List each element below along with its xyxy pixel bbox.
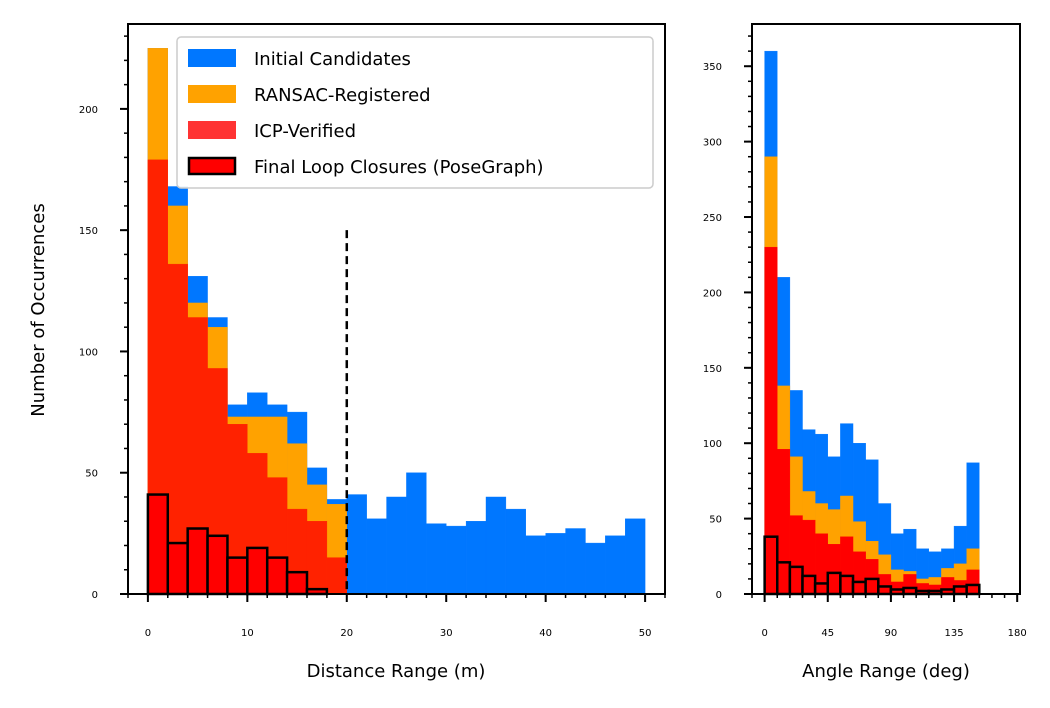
distance-x-tick-label: 0	[145, 628, 151, 639]
legend-frame	[176, 36, 654, 189]
distance-bar-final-loop-closures-posegraph-3	[206, 534, 229, 596]
angle-x-tick-label: 90	[885, 628, 898, 639]
angle-y-tick-label: 100	[703, 439, 722, 450]
distance-x-tick-label: 20	[340, 628, 353, 639]
distance-histogram: 0 10 20 30 40 50 0 50 100 150 200	[79, 23, 666, 639]
legend-swatch-icp	[188, 121, 236, 139]
distance-bar-initial-candidates-12	[386, 496, 407, 595]
distance-y-tick-label: 100	[79, 347, 98, 358]
distance-bar-initial-candidates-15	[446, 525, 467, 595]
angle-y-tick-label: 0	[716, 590, 722, 601]
angle-x-tick-label: 135	[945, 628, 964, 639]
angle-bar-final-loop-closures-posegraph-16	[965, 583, 981, 596]
distance-axes-frame	[127, 23, 666, 595]
distance-bar-initial-candidates-11	[366, 518, 387, 595]
legend-label-final: Final Loop Closures (PoseGraph)	[254, 157, 544, 178]
angle-y-tick-label: 50	[709, 515, 722, 526]
distance-bar-initial-candidates-10	[346, 494, 367, 595]
legend-label-ransac: RANSAC-Registered	[254, 85, 431, 106]
angle-y-tick-label: 150	[703, 364, 722, 375]
distance-y-tick-label: 200	[79, 105, 98, 116]
distance-bar-initial-candidates-23	[605, 535, 626, 595]
angle-y-tick-label: 200	[703, 288, 722, 299]
angle-histogram: 0 45 90 135 180 0 50 100 150 200 250 300 350	[703, 23, 1027, 639]
distance-x-tick-label: 10	[241, 628, 254, 639]
angle-bar-final-loop-closures-posegraph-2	[788, 565, 804, 596]
distance-bar-initial-candidates-19	[525, 535, 546, 595]
distance-bar-initial-candidates-16	[465, 521, 487, 595]
distance-bar-initial-candidates-21	[565, 528, 586, 595]
distance-x-tick-label: 50	[639, 628, 652, 639]
angle-bar-final-loop-closures-posegraph-0	[763, 535, 779, 596]
angle-x-tick-label: 0	[761, 628, 767, 639]
angle-bar-final-loop-closures-posegraph-7	[851, 580, 867, 596]
distance-bar-final-loop-closures-posegraph-0	[146, 493, 170, 596]
angle-bar-final-loop-closures-posegraph-15	[952, 585, 968, 596]
distance-x-axis-label: Distance Range (m)	[307, 661, 486, 682]
angle-x-tick-label: 180	[1008, 628, 1027, 639]
angle-bar-final-loop-closures-posegraph-5	[826, 571, 842, 596]
legend-label-icp: ICP-Verified	[254, 121, 356, 142]
distance-bar-initial-candidates-17	[485, 496, 507, 595]
angle-y-tick-label: 350	[703, 62, 722, 73]
angle-axes-frame	[751, 23, 1021, 595]
legend-label-initial: Initial Candidates	[254, 49, 411, 70]
distance-bar-initial-candidates-24	[625, 518, 646, 595]
distance-bar-final-loop-closures-posegraph-6	[265, 556, 289, 596]
legend: Initial Candidates RANSAC-Registered ICP…	[176, 36, 654, 189]
distance-bar-final-loop-closures-posegraph-1	[166, 541, 189, 596]
distance-y-tick-label: 0	[92, 590, 98, 601]
distance-bar-initial-candidates-18	[505, 508, 526, 595]
distance-bar-initial-candidates-13	[406, 472, 427, 595]
distance-bar-initial-candidates-20	[545, 533, 566, 595]
legend-swatch-ransac	[188, 85, 236, 103]
angle-bar-final-loop-closures-posegraph-4	[813, 582, 830, 596]
angle-bar-final-loop-closures-posegraph-8	[864, 577, 880, 596]
distance-bar-final-loop-closures-posegraph-2	[186, 527, 209, 596]
angle-y-tick-label: 300	[703, 138, 722, 149]
angle-x-axis-label: Angle Range (deg)	[802, 661, 970, 682]
angle-bar-final-loop-closures-posegraph-1	[776, 561, 792, 596]
distance-y-tick-label: 50	[85, 469, 98, 480]
distance-bar-final-loop-closures-posegraph-7	[285, 570, 309, 596]
distance-y-tick-label: 150	[79, 226, 98, 237]
distance-bar-final-loop-closures-posegraph-5	[246, 546, 269, 596]
distance-bar-final-loop-closures-posegraph-4	[226, 556, 249, 596]
distance-bar-initial-candidates-22	[585, 542, 606, 595]
legend-swatch-initial	[188, 49, 236, 67]
distance-x-tick-label: 40	[539, 628, 552, 639]
legend-swatch-final	[187, 156, 237, 176]
distance-bar-icp-verified-8	[306, 521, 328, 595]
distance-x-tick-label: 30	[440, 628, 453, 639]
distance-bar-initial-candidates-14	[426, 523, 447, 595]
angle-bar-final-loop-closures-posegraph-6	[839, 574, 855, 596]
angle-bar-final-loop-closures-posegraph-9	[877, 585, 893, 596]
angle-bar-final-loop-closures-posegraph-3	[801, 574, 817, 596]
angle-x-tick-label: 45	[821, 628, 834, 639]
angle-y-tick-label: 250	[703, 213, 722, 224]
y-axis-label: Number of Occurrences	[28, 203, 49, 416]
distance-bar-icp-verified-9	[326, 557, 347, 595]
